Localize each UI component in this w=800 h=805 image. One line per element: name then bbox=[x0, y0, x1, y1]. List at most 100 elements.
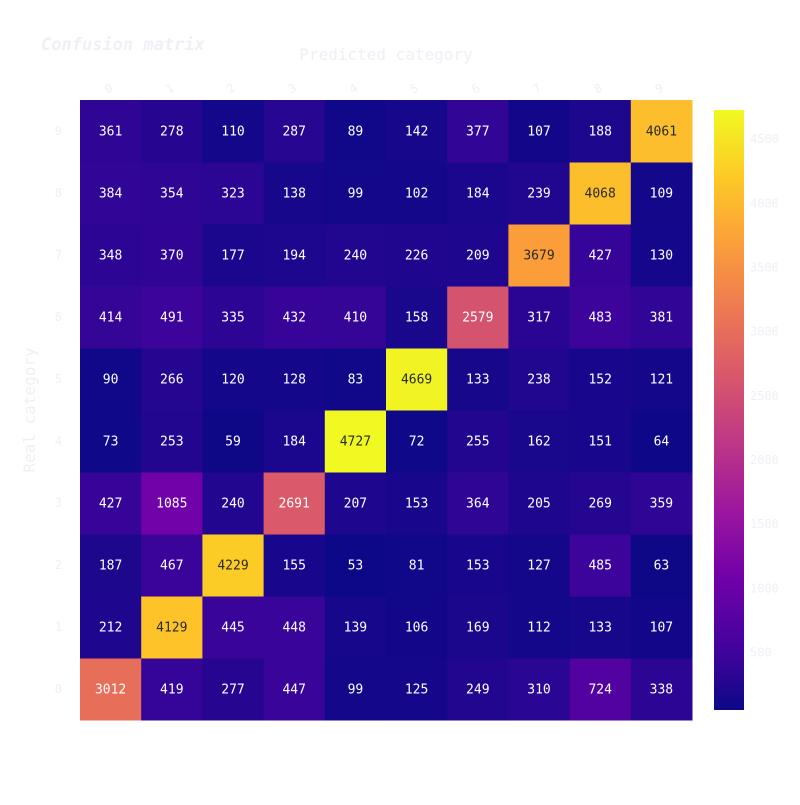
heatmap-cell bbox=[508, 534, 571, 597]
x-tick-label: 9 bbox=[653, 81, 666, 97]
cell-value-label: 1085 bbox=[156, 497, 187, 512]
cell-value-label: 266 bbox=[160, 373, 183, 388]
heatmap-cell bbox=[386, 348, 448, 411]
heatmap-cell bbox=[263, 410, 326, 473]
heatmap-cell bbox=[80, 224, 142, 287]
heatmap-cell bbox=[569, 286, 632, 349]
cell-value-label: 153 bbox=[466, 559, 489, 574]
heatmap-cell bbox=[447, 224, 509, 287]
heatmap-cell bbox=[263, 658, 326, 721]
heatmap-cell bbox=[202, 162, 265, 225]
cell-value-label: 102 bbox=[405, 187, 428, 202]
heatmap-cell bbox=[447, 596, 509, 659]
cell-value-label: 110 bbox=[221, 125, 244, 140]
colorbar-tick-label: 2000 bbox=[750, 453, 779, 467]
cell-value-label: 194 bbox=[282, 249, 306, 264]
cell-value-label: 359 bbox=[650, 497, 673, 512]
cell-value-label: 133 bbox=[466, 373, 489, 388]
cell-value-label: 447 bbox=[282, 683, 305, 698]
heatmap-cell bbox=[386, 596, 448, 659]
cell-value-label: 177 bbox=[221, 249, 244, 264]
y-tick-label: 3 bbox=[55, 496, 62, 510]
heatmap-cell bbox=[202, 100, 265, 163]
cell-value-label: 187 bbox=[99, 559, 122, 574]
x-tick-label: 2 bbox=[224, 81, 237, 97]
cell-value-label: 467 bbox=[160, 559, 183, 574]
y-tick-label: 8 bbox=[55, 186, 62, 200]
heatmap-cell bbox=[324, 410, 387, 473]
x-tick-label: 7 bbox=[530, 81, 543, 97]
y-tick-label: 4 bbox=[55, 434, 62, 448]
colorbar-tick-label: 500 bbox=[750, 646, 772, 660]
heatmap-cell bbox=[508, 658, 571, 721]
cell-value-label: 361 bbox=[99, 125, 122, 140]
heatmap-cell bbox=[630, 286, 693, 349]
cell-value-label: 72 bbox=[409, 435, 425, 450]
heatmap-cell bbox=[569, 100, 632, 163]
colorbar-tick-label: 3500 bbox=[750, 261, 779, 275]
cell-value-label: 128 bbox=[282, 373, 305, 388]
colorbar: 500 1000 1500 2000 2500 3000 3500 4000 4500 bbox=[714, 110, 779, 710]
heatmap-cell bbox=[630, 348, 693, 411]
cell-value-label: 240 bbox=[221, 497, 244, 512]
cell-value-label: 109 bbox=[650, 187, 673, 202]
heatmap-cell bbox=[80, 472, 142, 535]
cell-value-label: 99 bbox=[348, 683, 364, 698]
heatmap-cell bbox=[202, 658, 265, 721]
cell-value-label: 127 bbox=[527, 559, 550, 574]
heatmap-cell bbox=[263, 162, 326, 225]
heatmap-cell bbox=[447, 100, 509, 163]
cell-value-label: 2691 bbox=[279, 497, 310, 512]
cell-value-label: 3012 bbox=[95, 683, 126, 698]
cell-value-label: 142 bbox=[405, 125, 428, 140]
heatmap-cell bbox=[447, 534, 509, 597]
cell-value-label: 4061 bbox=[646, 125, 677, 140]
colorbar-tick-label: 2500 bbox=[750, 389, 779, 403]
heatmap-cell bbox=[508, 162, 571, 225]
cell-value-label: 106 bbox=[405, 621, 428, 636]
y-tick-label: 7 bbox=[55, 248, 62, 262]
cell-value-label: 120 bbox=[221, 373, 244, 388]
heatmap-cell bbox=[141, 410, 203, 473]
cell-value-label: 152 bbox=[588, 373, 611, 388]
cell-value-label: 205 bbox=[527, 497, 550, 512]
heatmap-cell bbox=[630, 224, 693, 287]
heatmap-cell bbox=[630, 100, 693, 163]
cell-value-label: 255 bbox=[466, 435, 489, 450]
cell-value-label: 89 bbox=[348, 125, 364, 140]
cell-value-label: 253 bbox=[160, 435, 183, 450]
x-tick-label: 4 bbox=[347, 81, 360, 97]
cell-value-label: 348 bbox=[99, 249, 122, 264]
colorbar-gradient bbox=[714, 110, 744, 710]
x-tick-label: 8 bbox=[592, 81, 605, 97]
cell-value-label: 419 bbox=[160, 683, 183, 698]
heatmap-cell bbox=[263, 100, 326, 163]
heatmap-cell bbox=[263, 224, 326, 287]
heatmap-cell bbox=[324, 348, 387, 411]
heatmap-cell bbox=[447, 410, 509, 473]
heatmap-cell bbox=[324, 472, 387, 535]
colorbar-tick-label: 1000 bbox=[750, 581, 779, 595]
heatmap-cell bbox=[324, 162, 387, 225]
cell-value-label: 184 bbox=[282, 435, 306, 450]
chart-title: Confusion matrix bbox=[41, 35, 206, 55]
heatmap-cell bbox=[141, 596, 203, 659]
cell-value-label: 249 bbox=[466, 683, 489, 698]
heatmap-cell bbox=[80, 596, 142, 659]
x-tick-label: 1 bbox=[163, 81, 176, 97]
cell-value-label: 112 bbox=[527, 621, 550, 636]
heatmap-cell bbox=[447, 162, 509, 225]
heatmap-cell bbox=[324, 534, 387, 597]
heatmap-cell bbox=[508, 286, 571, 349]
heatmap-cells bbox=[80, 100, 693, 721]
heatmap-cell bbox=[630, 472, 693, 535]
heatmap-cell bbox=[141, 286, 203, 349]
cell-value-label: 90 bbox=[103, 373, 119, 388]
heatmap-cell bbox=[569, 596, 632, 659]
heatmap-cell bbox=[630, 658, 693, 721]
heatmap-cell bbox=[630, 534, 693, 597]
heatmap-cell bbox=[324, 286, 387, 349]
cell-value-label: 107 bbox=[650, 621, 673, 636]
heatmap-cell bbox=[386, 224, 448, 287]
